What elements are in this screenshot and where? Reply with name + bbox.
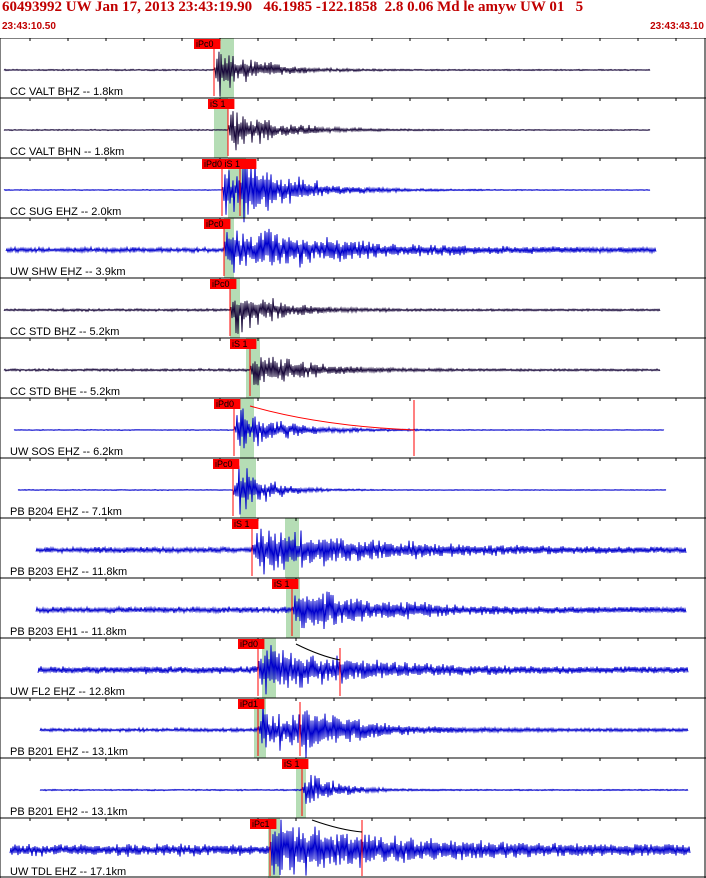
station-label: PB B201 EHZ -- 13.1km [10,746,128,758]
station-label: PB B203 EHZ -- 11.8km [10,566,127,578]
pick-label-box [210,279,237,289]
pick-label-box [282,759,309,769]
pick-window-band [296,758,306,818]
station-label: PB B203 EH1 -- 11.8km [10,626,127,638]
trace-panel: iS 1 PB B203 EHZ -- 11.8km [0,517,706,578]
waveform-trace [3,111,651,151]
coda-curve [249,405,415,431]
waveform-trace [13,408,665,449]
pick-label-box [214,399,241,409]
trace-panel: iPc0 UW SHW EHZ -- 3.9km [0,217,706,278]
trace-panel: iS 1 PB B201 EH2 -- 13.1km [0,757,706,818]
pick-label-box [230,339,257,349]
pick-label: iS 1 [210,99,226,109]
pick-label-box [202,159,257,169]
pick-label-box [238,699,265,709]
waveform-trace [37,645,689,695]
station-label: CC STD BHE -- 5.2km [10,386,120,398]
pick-window-band [268,818,280,878]
pick-label-box [232,519,259,529]
pick-label: iPc1 [252,819,270,829]
pick-label: iS 1 [232,339,248,349]
pick-label: iPc0 [196,39,214,49]
pick-label-box [208,99,235,109]
end-time-label: 23:43:43.10 [650,21,704,32]
waveform-trace [3,298,661,334]
trace-panel: iS 1 CC STD BHE -- 5.2km [0,337,706,398]
station-label: CC VALT BHN -- 1.8km [10,146,124,158]
waveform-trace [39,774,689,804]
waveform-trace [3,356,661,386]
trace-panel: iS 1 PB B203 EH1 -- 11.8km [0,577,706,638]
start-time-label: 23:43:10.50 [2,21,56,32]
pick-label: iPc0 [206,219,224,229]
pick-label: iS 1 [274,579,290,589]
trace-panel: iPc1 UW TDL EHZ -- 17.1km [0,817,706,878]
waveform-trace [3,51,651,97]
pick-label-box [204,219,231,229]
station-label: CC SUG EHZ -- 2.0km [10,206,121,218]
station-label: UW SHW EHZ -- 3.9km [10,266,126,278]
pick-label-box [213,459,240,469]
waveform-trace [35,528,687,575]
waveform-trace [17,465,667,515]
pick-label: iS 1 [284,759,300,769]
pick-label: iPc0 [215,459,233,469]
waveform-trace [35,591,687,630]
pick-label: iS 1 [234,519,250,529]
pick-label-box [272,579,299,589]
pick-window-band [214,98,228,158]
pick-label: iPd0 [216,399,234,409]
trace-panel: iPd0 iS 1 CC SUG EHZ -- 2.0km [0,157,706,223]
pick-label: iPd1 [240,699,258,709]
waveform-trace [5,228,657,273]
event-title: 60493992 UW Jan 17, 2013 23:43:19.90 46.… [2,0,584,15]
pick-label: iPd0 [240,639,258,649]
seismogram-header: 60493992 UW Jan 17, 2013 23:43:19.90 46.… [0,0,706,38]
station-label: UW FL2 EHZ -- 12.8km [10,686,125,698]
waveform-trace [3,162,651,223]
waveform-trace [39,702,689,759]
trace-panel: iPd1 PB B201 EHZ -- 13.1km [0,697,706,759]
station-label: UW TDL EHZ -- 17.1km [10,866,126,878]
station-label: PB B201 EH2 -- 13.1km [10,806,127,818]
coda-curve [295,643,341,661]
station-label: CC STD BHZ -- 5.2km [10,326,119,338]
trace-panel: iPc0 PB B204 EHZ -- 7.1km [0,457,706,518]
seismogram-plot: iPc0 CC VALT BHZ -- 1.8km iS 1 CC VALT BHN … [0,38,706,878]
pick-label-box [194,39,221,49]
waveform-trace [9,819,691,876]
station-label: CC VALT BHZ -- 1.8km [10,86,123,98]
trace-panel: iPc0 CC VALT BHZ -- 1.8km [0,38,706,98]
trace-panel: iS 1 CC VALT BHN -- 1.8km [0,97,706,158]
coda-curve [311,819,363,833]
station-label: PB B204 EHZ -- 7.1km [10,506,122,518]
trace-panel: iPc0 CC STD BHZ -- 5.2km [0,277,706,338]
pick-label: iPc0 [212,279,230,289]
trace-panel: iPd0 UW FL2 EHZ -- 12.8km [0,637,706,698]
pick-label-box [250,819,277,829]
pick-label-box [238,639,265,649]
trace-panel: iPd0 UW SOS EHZ -- 6.2km [0,397,706,458]
station-label: UW SOS EHZ -- 6.2km [10,446,123,458]
pick-label: iPd0 iS 1 [204,159,240,169]
